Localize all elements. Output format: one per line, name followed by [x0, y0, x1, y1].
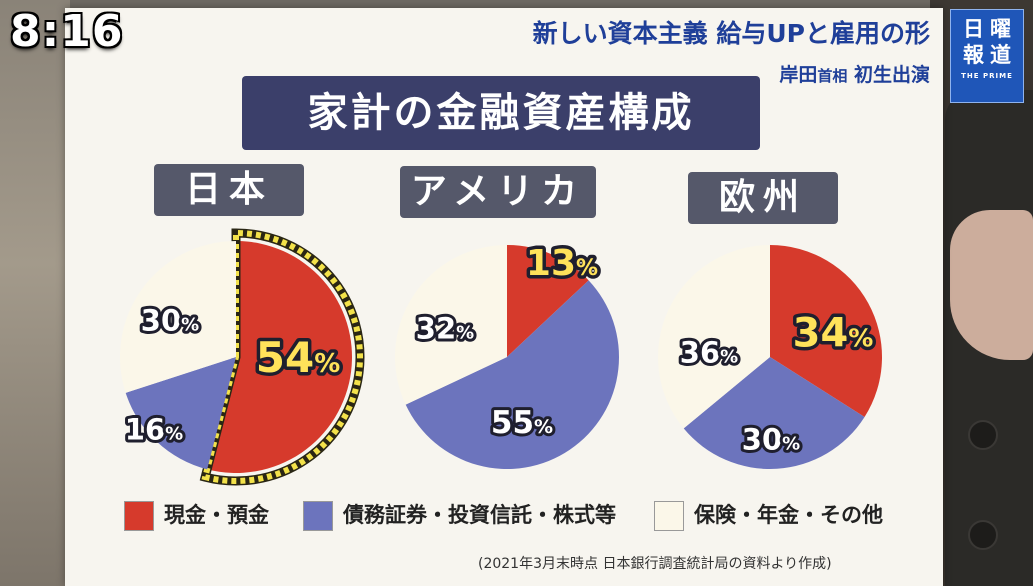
legend-swatch-securities: [303, 501, 333, 531]
studio-background-left: [0, 0, 70, 586]
broadcast-headline: 新しい資本主義 給与UPと雇用の形: [532, 19, 930, 48]
pie-slice-insurance: [119, 241, 236, 393]
logo-line-2: 報道: [963, 43, 1017, 67]
jacket-button: [968, 420, 998, 450]
source-note: (2021年3月末時点 日本銀行調査統計局の資料より作成): [478, 556, 832, 572]
chart-title: 家計の金融資産構成: [242, 76, 760, 150]
broadcast-clock: 8:16: [10, 6, 124, 57]
pie-slice-insurance: [658, 245, 770, 429]
presenter-hand: [950, 210, 1033, 360]
data-label-cash: 13%: [526, 243, 598, 284]
legend-label-cash: 現金・預金: [164, 503, 269, 527]
pie-slice-cash: [770, 245, 882, 418]
pie-slice-securities: [405, 280, 619, 470]
pie-slice-insurance: [394, 245, 507, 405]
pie-slice-cash: [507, 245, 589, 357]
legend-label-insurance: 保険・年金・その他: [694, 503, 883, 527]
pie-chart-japan: 54%16%30%: [119, 228, 365, 486]
subline-title: 首相: [817, 67, 848, 85]
subline-name: 岸田: [779, 64, 818, 86]
region-label-europe: 欧州: [688, 172, 838, 224]
legend-swatch-cash: [124, 501, 154, 531]
pie-slice-cash: [207, 241, 352, 474]
pie-chart-usa: 13%55%32%: [394, 239, 619, 470]
pie-chart-europe: 34%30%36%: [658, 245, 882, 469]
legend-label-securities: 債務証券・投資信託・株式等: [343, 503, 616, 527]
subline-event: 初生出演: [853, 64, 930, 86]
highlight-border-dotted: [201, 229, 363, 484]
region-label-usa: アメリカ: [400, 166, 596, 218]
region-label-japan: 日本: [154, 164, 304, 216]
logo-subtitle: THE PRIME: [961, 72, 1013, 80]
broadcast-subline: 岸田首相 初生出演: [560, 60, 930, 87]
pie-slice-securities: [125, 357, 236, 470]
legend-swatch-insurance: [654, 501, 684, 531]
logo-line-1: 日曜: [963, 17, 1017, 41]
jacket-button: [968, 520, 998, 550]
pie-slice-securities: [683, 357, 865, 469]
program-logo: 日曜 報道 THE PRIME: [950, 9, 1024, 103]
